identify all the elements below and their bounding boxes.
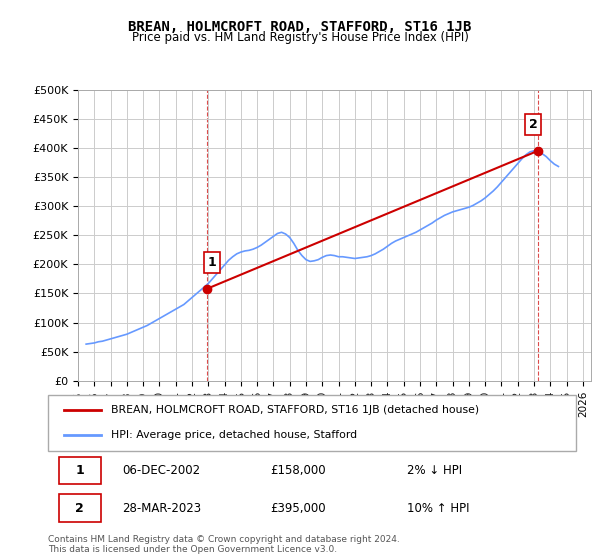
FancyBboxPatch shape: [48, 395, 576, 451]
Text: 1: 1: [208, 256, 216, 269]
Text: 06-DEC-2002: 06-DEC-2002: [122, 464, 200, 477]
Text: 1: 1: [76, 464, 84, 477]
Text: £158,000: £158,000: [270, 464, 325, 477]
Text: 28-MAR-2023: 28-MAR-2023: [122, 502, 201, 515]
FancyBboxPatch shape: [59, 456, 101, 484]
Text: Contains HM Land Registry data © Crown copyright and database right 2024.
This d: Contains HM Land Registry data © Crown c…: [48, 535, 400, 554]
Text: £395,000: £395,000: [270, 502, 325, 515]
Text: 2: 2: [76, 502, 84, 515]
Text: 2: 2: [529, 118, 538, 131]
Text: BREAN, HOLMCROFT ROAD, STAFFORD, ST16 1JB (detached house): BREAN, HOLMCROFT ROAD, STAFFORD, ST16 1J…: [112, 405, 479, 416]
Text: 2% ↓ HPI: 2% ↓ HPI: [407, 464, 462, 477]
Text: BREAN, HOLMCROFT ROAD, STAFFORD, ST16 1JB: BREAN, HOLMCROFT ROAD, STAFFORD, ST16 1J…: [128, 20, 472, 34]
Text: 10% ↑ HPI: 10% ↑ HPI: [407, 502, 470, 515]
Text: HPI: Average price, detached house, Stafford: HPI: Average price, detached house, Staf…: [112, 430, 358, 440]
FancyBboxPatch shape: [59, 494, 101, 522]
Text: Price paid vs. HM Land Registry's House Price Index (HPI): Price paid vs. HM Land Registry's House …: [131, 31, 469, 44]
